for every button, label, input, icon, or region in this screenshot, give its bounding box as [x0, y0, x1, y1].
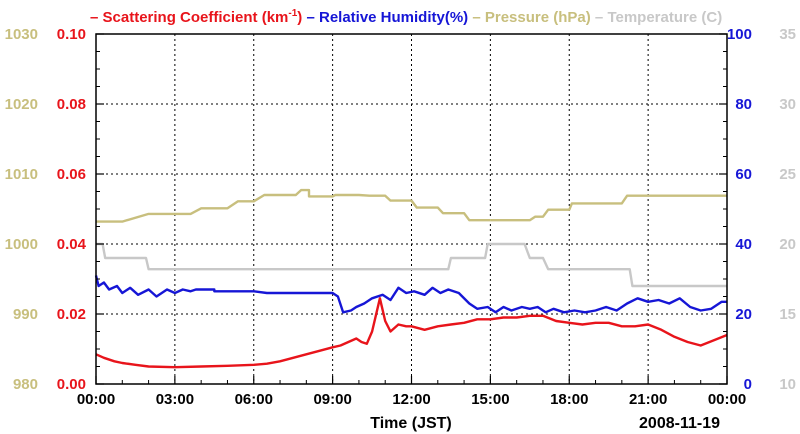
- humidity-axis-label: 60: [735, 166, 752, 183]
- x-tick-label: 12:00: [392, 391, 430, 408]
- scattering-series-line: [95, 297, 728, 369]
- scattering-axis-label: 0.08: [57, 96, 86, 113]
- x-tick-label: 00:00: [708, 391, 746, 408]
- humidity-axis-label: 80: [735, 96, 752, 113]
- scattering-axis-label: 0.04: [57, 236, 87, 253]
- grid: [96, 34, 727, 384]
- pressure-axis-label: 1020: [5, 96, 38, 113]
- tick-marks: [95, 33, 728, 385]
- scattering-axis-label: 0.06: [57, 166, 86, 183]
- legend-entry-pressure: Pressure (hPa): [485, 9, 591, 26]
- legend-entry-tail: ): [297, 9, 302, 26]
- temperature-axis-label: 25: [779, 166, 796, 183]
- legend-superscript: -1: [288, 8, 297, 19]
- x-tick-label: 21:00: [629, 391, 667, 408]
- pressure-axis-label: 1000: [5, 236, 38, 253]
- x-axis-title: Time (JST): [370, 415, 452, 432]
- temperature-axis-label: 20: [779, 236, 796, 253]
- series-lines: [94, 188, 728, 369]
- humidity-axis-label: 20: [735, 306, 752, 323]
- legend-entry-scattering: Scattering Coefficient (km: [103, 9, 289, 26]
- x-tick-label: 09:00: [313, 391, 351, 408]
- x-tick-label: 03:00: [156, 391, 194, 408]
- x-tick-label: 15:00: [471, 391, 509, 408]
- legend-dash: –: [468, 9, 485, 26]
- x-tick-label: 00:00: [77, 391, 115, 408]
- pressure-axis-label: 1010: [5, 166, 38, 183]
- humidity-axis-label: 0: [744, 376, 752, 393]
- temperature-axis-label: 30: [779, 96, 796, 113]
- tick-labels: 00:00 03:00 06:00 09:00 12:00 15:00 18:00 21:00…: [5, 26, 796, 408]
- legend-dash: –: [302, 9, 319, 26]
- legend-entry-humidity: Relative Humidity(%): [319, 9, 468, 26]
- date-label: 2008-11-19: [639, 415, 720, 432]
- scattering-axis-label: 0.02: [57, 306, 86, 323]
- humidity-axis-label: 100: [727, 26, 752, 43]
- temperature-axis-label: 10: [779, 376, 796, 393]
- scattering-axis-label: 0.00: [57, 376, 86, 393]
- pressure-axis-label: 980: [13, 376, 38, 393]
- temperature-axis-label: 35: [779, 26, 796, 43]
- legend: – Scattering Coefficient (km-1) – Relati…: [90, 8, 722, 26]
- scattering-axis-label: 0.10: [57, 26, 86, 43]
- legend-entry-temperature: Temperature (C): [607, 9, 722, 26]
- humidity-axis-label: 40: [735, 236, 752, 253]
- pressure-axis-label: 1030: [5, 26, 38, 43]
- legend-dash: –: [591, 9, 608, 26]
- humidity-series-line: [94, 275, 727, 314]
- pressure-axis-label: 990: [13, 306, 38, 323]
- x-tick-label: 06:00: [235, 391, 273, 408]
- x-tick-label: 18:00: [550, 391, 588, 408]
- legend-dash: –: [90, 9, 103, 26]
- temperature-series-line: [96, 242, 727, 288]
- temperature-axis-label: 15: [779, 306, 796, 323]
- pressure-series-line: [96, 188, 727, 223]
